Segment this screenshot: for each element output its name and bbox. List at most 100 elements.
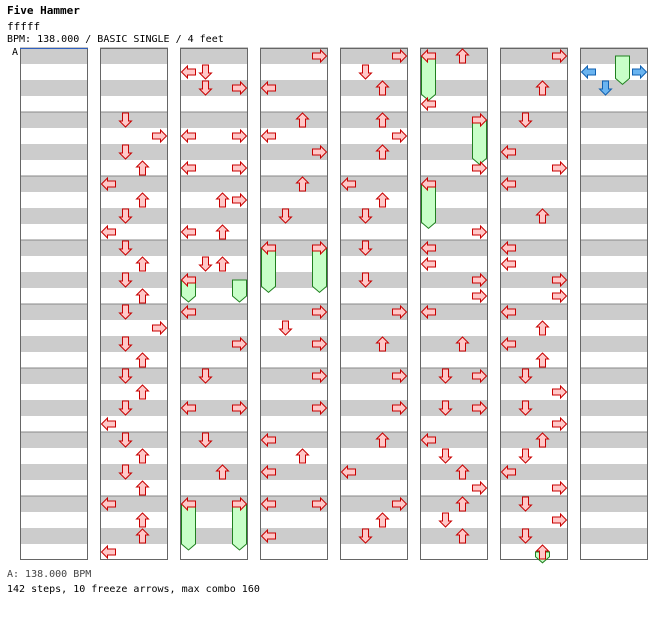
beat-stripe [500,496,568,512]
beat-stripe [260,160,328,176]
step-arrow-right [312,48,328,64]
beat-stripe [340,48,408,64]
beat-stripe [420,192,488,208]
step-arrow-left [180,272,196,288]
beat-stripe [180,528,248,544]
beat-stripe [580,48,648,64]
beat-stripe [580,240,648,256]
beat-stripe [180,192,248,208]
step-arrow-right [472,160,488,176]
step-arrow-up [135,480,150,496]
beat-stripe [340,160,408,176]
beat-stripe [500,368,568,384]
beat-stripe [580,464,648,480]
beat-stripe [580,80,648,96]
beat-stripe [500,288,568,304]
beat-stripe [340,432,408,448]
beat-stripe [580,480,648,496]
beat-stripe [100,160,168,176]
beat-stripe [100,416,168,432]
column-border [340,48,408,560]
step-arrow-right [552,512,568,528]
step-arrow-right [472,400,488,416]
chart-column [580,47,648,560]
bpm-marker: A [12,47,19,58]
chart-column [260,47,328,560]
beat-stripe [20,448,88,464]
beat-stripe [340,384,408,400]
beat-stripe [180,320,248,336]
step-arrow-left [340,176,356,192]
beat-stripe [20,336,88,352]
step-arrow-right [392,128,408,144]
column-border [180,48,248,560]
beat-stripe [420,48,488,64]
beat-stripe [260,48,328,64]
step-arrow-down [118,432,133,448]
step-arrow-right [232,192,248,208]
beat-stripe [180,176,248,192]
step-arrow-down [198,64,213,80]
beat-stripe [100,320,168,336]
beat-stripe [100,144,168,160]
step-arrow-left [180,400,196,416]
beat-stripe [20,176,88,192]
step-arrow-up [455,48,470,64]
beat-stripe [100,272,168,288]
beat-stripe [580,320,648,336]
step-arrow-right [472,272,488,288]
beat-stripe [100,384,168,400]
step-arrow-down [118,368,133,384]
beat-stripe [20,416,88,432]
step-stats: 142 steps, 10 freeze arrows, max combo 1… [7,584,260,595]
beat-stripe [420,208,488,224]
chart-column [20,47,88,560]
beat-stripe [580,416,648,432]
beat-stripe [100,112,168,128]
beat-stripe [20,512,88,528]
beat-stripe [580,400,648,416]
beat-stripe [500,160,568,176]
chart-info: BPM: 138.000 / BASIC SINGLE / 4 feet [7,34,224,45]
beat-stripe [340,64,408,80]
beat-stripe [580,304,648,320]
beat-stripe [260,368,328,384]
step-arrow-down [198,256,213,272]
step-arrow-up [295,176,310,192]
beat-stripe [180,480,248,496]
beat-stripe [260,144,328,160]
step-arrow-left [100,416,116,432]
beat-stripe [100,64,168,80]
song-title: Five Hammer [7,4,80,17]
beat-stripe [580,288,648,304]
beat-stripe [180,208,248,224]
beat-stripe [260,496,328,512]
beat-stripe [500,480,568,496]
step-arrow-down [598,80,613,96]
beat-stripe [420,272,488,288]
beat-stripe [180,400,248,416]
beat-stripe [580,448,648,464]
beat-stripe [420,80,488,96]
step-arrow-left [260,80,276,96]
beat-stripe [420,288,488,304]
beat-stripe [420,464,488,480]
step-arrow-right [232,128,248,144]
column-border [580,48,648,560]
step-arrow-up [535,80,550,96]
beat-stripe [420,528,488,544]
freeze-arrow [421,183,436,230]
step-arrow-right [632,64,648,80]
step-arrow-left [420,304,436,320]
beat-stripe [580,176,648,192]
step-arrow-up [455,496,470,512]
beat-stripe [100,512,168,528]
beat-stripe [100,304,168,320]
beat-stripe [580,128,648,144]
beat-stripe [340,496,408,512]
beat-stripe [420,496,488,512]
step-arrow-right [312,240,328,256]
beat-stripe [260,96,328,112]
beat-stripe [500,384,568,400]
step-arrow-down [438,512,453,528]
